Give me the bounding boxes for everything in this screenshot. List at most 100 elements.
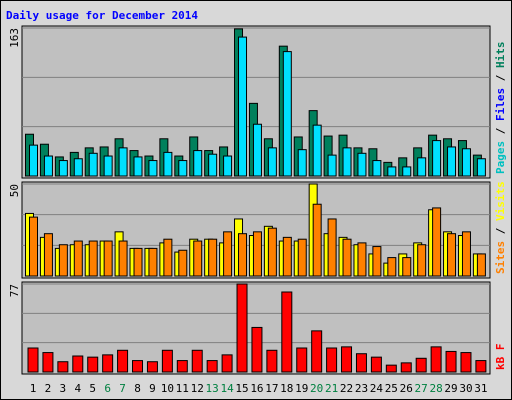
- bar: [29, 144, 38, 177]
- x-tick-label: 25: [385, 382, 398, 395]
- legend-entry: Pages: [494, 141, 507, 174]
- bar: [87, 356, 99, 373]
- legend: Pages / Files / Hits: [494, 42, 507, 175]
- bar: [191, 349, 203, 373]
- x-tick-label: 13: [206, 382, 219, 395]
- x-tick-label: 2: [45, 382, 52, 395]
- bar: [42, 352, 54, 373]
- x-tick-label: 24: [370, 382, 384, 395]
- x-tick-label: 14: [220, 382, 234, 395]
- bar: [148, 247, 158, 277]
- bar: [267, 147, 277, 177]
- bar: [387, 257, 397, 277]
- bar: [208, 153, 218, 177]
- bar: [238, 36, 248, 177]
- x-tick-label: 17: [265, 382, 278, 395]
- bar: [148, 160, 158, 177]
- bar: [29, 216, 38, 277]
- bar: [267, 227, 277, 277]
- bar: [251, 326, 263, 373]
- x-tick-label: 28: [429, 382, 442, 395]
- bar: [117, 349, 129, 373]
- x-tick-label: 10: [161, 382, 174, 395]
- bar: [447, 233, 457, 277]
- bar: [312, 124, 322, 177]
- x-tick-label: 3: [60, 382, 67, 395]
- bar: [342, 238, 352, 277]
- bar: [252, 231, 262, 277]
- bar: [58, 160, 68, 177]
- legend-entry: Sites: [494, 241, 507, 274]
- bar: [282, 236, 292, 277]
- bar: [103, 155, 113, 177]
- legend-entry: kB F: [494, 344, 507, 371]
- x-tick-label: 7: [119, 382, 126, 395]
- bar: [355, 353, 367, 373]
- x-tick-label: 27: [415, 382, 428, 395]
- bar: [447, 146, 457, 177]
- x-tick-label: 6: [104, 382, 111, 395]
- bar: [370, 356, 382, 373]
- bar: [297, 149, 307, 177]
- bar: [385, 364, 397, 373]
- legend-separator: /: [494, 121, 507, 141]
- bar: [236, 283, 248, 373]
- bar: [327, 218, 337, 277]
- y-tick-label: 50: [8, 184, 21, 197]
- x-tick-label: 30: [459, 382, 472, 395]
- x-tick-label: 16: [250, 382, 263, 395]
- bar: [221, 354, 233, 373]
- x-tick-label: 8: [134, 382, 141, 395]
- bar: [445, 350, 457, 373]
- bar: [193, 240, 203, 277]
- bar: [296, 347, 308, 373]
- x-tick-label: 9: [149, 382, 156, 395]
- bar: [311, 330, 323, 373]
- bar: [432, 140, 442, 177]
- bar: [163, 238, 173, 277]
- bar: [432, 207, 442, 277]
- bar: [252, 123, 262, 177]
- bar: [266, 349, 278, 373]
- bar: [223, 155, 233, 177]
- legend-entry: Visits: [494, 181, 507, 221]
- bar: [27, 347, 39, 373]
- x-tick-label: 29: [444, 382, 457, 395]
- bar: [193, 150, 203, 177]
- bar: [476, 253, 486, 277]
- bar: [133, 156, 143, 177]
- legend: kB F: [494, 344, 507, 371]
- legend: Sites / Visits: [494, 181, 507, 274]
- y-tick-label: 77: [8, 284, 21, 297]
- bar: [118, 240, 128, 277]
- x-tick-label: 12: [191, 382, 204, 395]
- bar: [73, 240, 83, 277]
- bar: [133, 247, 143, 277]
- legend-separator: /: [494, 221, 507, 241]
- legend-entry: Hits: [494, 42, 507, 69]
- x-tick-label: 18: [280, 382, 293, 395]
- bar: [88, 152, 98, 177]
- bar: [102, 354, 114, 373]
- x-tick-label: 15: [235, 382, 248, 395]
- bar: [57, 361, 69, 373]
- bar: [461, 148, 471, 177]
- x-tick-label: 20: [310, 382, 323, 395]
- bar: [43, 233, 53, 277]
- x-tick-label: 26: [400, 382, 413, 395]
- x-tick-label: 11: [176, 382, 189, 395]
- bar: [58, 244, 68, 277]
- bar: [357, 242, 367, 277]
- bar: [402, 257, 412, 277]
- bar: [327, 154, 337, 177]
- bar: [387, 166, 397, 177]
- bar: [178, 160, 188, 177]
- bar: [372, 160, 382, 177]
- bar: [430, 346, 442, 373]
- bar: [88, 240, 98, 277]
- bar: [223, 231, 233, 277]
- x-tick-label: 23: [355, 382, 368, 395]
- bar: [372, 246, 382, 277]
- bar: [43, 155, 53, 177]
- bar: [73, 158, 83, 177]
